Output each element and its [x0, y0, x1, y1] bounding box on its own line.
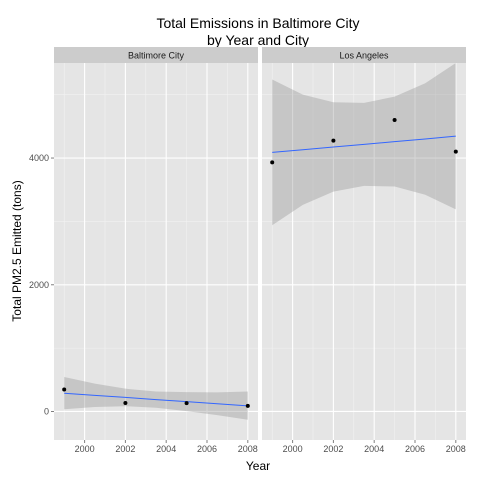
chart-title: Total Emissions in Baltimore City: [156, 15, 359, 31]
x-axis: 2000 2002 2004 2006 2008 2000 2002 2004 2006 2008: [75, 440, 466, 454]
x-axis-title: Year: [246, 459, 270, 473]
data-point: [270, 160, 275, 165]
y-tick-label: 4000: [29, 153, 49, 163]
strip-label-baltimore-city: Baltimore City: [128, 51, 185, 61]
x-tick-label: 2002: [323, 444, 343, 454]
data-point: [123, 400, 128, 405]
data-point: [184, 401, 189, 406]
x-tick-label: 2006: [405, 444, 425, 454]
x-tick-label: 2004: [156, 444, 176, 454]
data-point: [331, 138, 336, 143]
panel-baltimore-city: Baltimore City: [54, 47, 258, 440]
x-tick-label: 2008: [238, 444, 258, 454]
strip-bg-baltimore-city: [54, 47, 258, 63]
fit-line-baltimore-city: [64, 392, 248, 407]
x-tick-label: 2006: [197, 444, 217, 454]
y-tick-label: 0: [44, 406, 49, 416]
x-tick-label: 2002: [115, 444, 135, 454]
data-point: [245, 403, 250, 408]
x-tick-label: 2004: [364, 444, 384, 454]
confidence-band-baltimore-city: [64, 376, 248, 420]
panel-los-angeles: Los Angeles: [262, 47, 466, 440]
fit-line-los-angeles: [272, 135, 456, 153]
data-point: [62, 387, 67, 392]
y-axis: 0 2000 4000: [29, 153, 54, 416]
y-axis-title: Total PM2.5 Emitted (tons): [10, 180, 24, 321]
strip-label-los-angeles: Los Angeles: [339, 51, 389, 61]
x-tick-label: 2008: [446, 444, 466, 454]
facet-panels: Baltimore City Los Angeles: [54, 47, 466, 440]
data-point: [392, 117, 397, 122]
chart-subtitle: by Year and City: [207, 32, 309, 48]
x-tick-label: 2000: [75, 444, 95, 454]
data-point: [453, 149, 458, 154]
strip-bg-los-angeles: [262, 47, 466, 63]
y-tick-label: 2000: [29, 280, 49, 290]
panel-bg-baltimore-city: [54, 63, 258, 440]
x-tick-label: 2000: [283, 444, 303, 454]
panel-bg-los-angeles: [262, 63, 466, 440]
